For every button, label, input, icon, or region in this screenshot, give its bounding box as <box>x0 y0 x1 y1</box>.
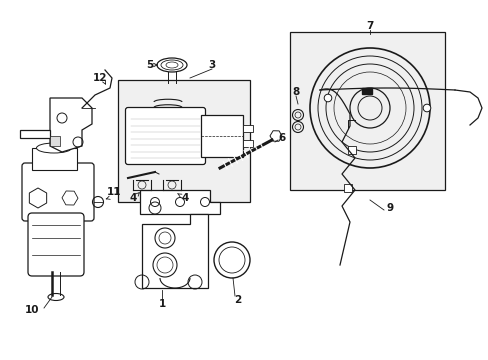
Text: 4: 4 <box>129 193 137 203</box>
Text: 3: 3 <box>208 60 215 70</box>
Bar <box>32 148 77 170</box>
Bar <box>201 115 243 157</box>
Text: 9: 9 <box>386 203 393 213</box>
Bar <box>347 146 355 154</box>
Bar <box>118 80 249 202</box>
FancyBboxPatch shape <box>125 108 205 165</box>
Polygon shape <box>140 190 220 214</box>
Text: 1: 1 <box>158 299 165 309</box>
Text: 4: 4 <box>181 193 188 203</box>
Text: 10: 10 <box>25 305 39 315</box>
FancyBboxPatch shape <box>28 213 84 276</box>
Bar <box>50 136 60 146</box>
Text: 7: 7 <box>366 21 373 31</box>
Circle shape <box>324 94 331 102</box>
FancyBboxPatch shape <box>22 163 94 221</box>
Polygon shape <box>20 130 50 138</box>
Bar <box>243 125 252 132</box>
Text: 11: 11 <box>106 187 121 197</box>
Text: 12: 12 <box>93 73 107 83</box>
Text: 6: 6 <box>278 133 285 143</box>
Bar <box>343 184 351 192</box>
Polygon shape <box>50 98 92 152</box>
Bar <box>243 140 252 147</box>
Text: 5: 5 <box>146 60 153 70</box>
Text: 8: 8 <box>292 87 299 97</box>
Polygon shape <box>142 214 207 288</box>
Ellipse shape <box>157 58 186 72</box>
Ellipse shape <box>161 60 183 70</box>
Ellipse shape <box>165 62 178 68</box>
Bar <box>361 88 371 94</box>
Bar <box>289 32 444 190</box>
Circle shape <box>422 104 430 112</box>
Ellipse shape <box>37 143 71 153</box>
Text: 2: 2 <box>234 295 241 305</box>
Ellipse shape <box>48 293 64 301</box>
